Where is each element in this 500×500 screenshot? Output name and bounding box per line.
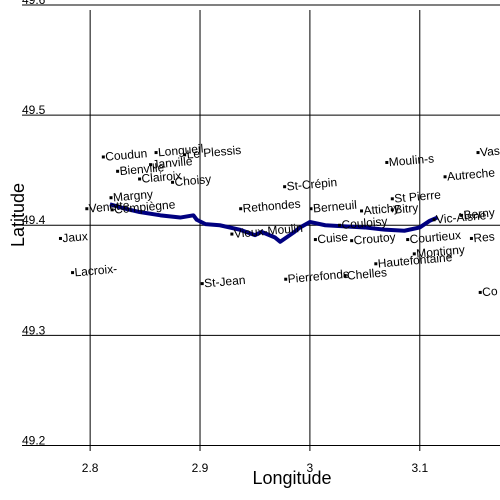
point-label: Rethondes	[242, 197, 301, 216]
point-label: Margny	[112, 187, 153, 204]
y-tick-label: 49.4	[22, 213, 46, 227]
y-tick-label: 49.6	[22, 0, 46, 7]
point-label: Bienville	[119, 160, 165, 178]
point	[101, 155, 105, 159]
point-label: Vieux-Moulin	[233, 221, 303, 241]
point	[469, 236, 473, 240]
point-label: Pierrefonds	[287, 267, 349, 286]
point	[443, 175, 447, 179]
point	[138, 177, 142, 181]
point-label: Montigny	[416, 242, 466, 260]
point-label: Compiègne	[113, 197, 176, 216]
point-label: Le Plessis	[186, 143, 242, 162]
point-label: Autreche	[446, 165, 495, 183]
y-tick-label: 49.5	[22, 103, 46, 117]
y-tick-label: 49.3	[22, 323, 46, 337]
point	[343, 274, 347, 278]
point	[478, 290, 482, 294]
point	[360, 209, 364, 213]
x-axis-label: Longitude	[252, 468, 331, 488]
point	[432, 218, 436, 222]
point-label: Choisy	[174, 172, 212, 189]
point	[230, 232, 234, 236]
point-label: Res	[473, 229, 495, 245]
point	[406, 238, 410, 242]
point	[283, 185, 287, 189]
point	[58, 236, 62, 240]
point	[309, 207, 313, 211]
x-tick-label: 2.8	[82, 461, 99, 475]
point	[350, 239, 354, 243]
point	[412, 252, 416, 256]
point-label: Cuise	[317, 230, 349, 247]
point	[171, 180, 175, 184]
point	[85, 207, 89, 211]
point-label: St Pierre	[394, 188, 442, 206]
y-axis-label: Latitude	[8, 183, 28, 247]
x-tick-label: 2.9	[192, 461, 209, 475]
point-label: Co	[482, 284, 499, 299]
point	[154, 151, 158, 155]
point-label: Longueil	[157, 141, 203, 159]
point-label: Croutoy	[353, 230, 396, 248]
point	[390, 197, 394, 201]
point-label: Bitry	[394, 201, 419, 217]
point-label: Coudun	[105, 146, 148, 164]
point-label: Chelles	[346, 265, 387, 282]
point-label: Lacroix-	[74, 262, 118, 280]
x-tick-label: 3	[307, 461, 314, 475]
point	[313, 238, 317, 242]
point-label: Venette	[88, 198, 130, 216]
point	[239, 207, 243, 211]
point	[374, 262, 378, 266]
point-label: Berneuil	[312, 198, 357, 216]
x-tick-label: 3.1	[411, 461, 428, 475]
point-label: Jaux	[62, 229, 88, 245]
point	[109, 196, 113, 200]
point-label: Attichy	[363, 201, 400, 218]
point	[476, 151, 480, 155]
point-label: St-Crépin	[286, 175, 338, 193]
point-label: Couloisy	[341, 214, 388, 232]
point-label: Janville	[152, 154, 193, 171]
point-label: Hautefontaine	[377, 250, 453, 270]
point	[116, 169, 120, 173]
point	[338, 223, 342, 227]
point	[110, 208, 114, 212]
point	[183, 153, 187, 157]
point	[390, 208, 394, 212]
point-label: Vic-Aisne	[435, 208, 487, 226]
y-tick-label: 49.2	[22, 433, 46, 447]
point-label: Vas	[479, 144, 500, 160]
point	[200, 282, 204, 286]
point	[149, 163, 153, 167]
point-label: Berny	[463, 205, 495, 222]
point-label: St-Jean	[204, 273, 246, 291]
point-label: Courtieux	[409, 228, 461, 246]
point	[385, 160, 389, 164]
point	[71, 271, 75, 275]
point-label: Moulin-s	[388, 151, 434, 169]
river-line	[109, 202, 439, 244]
point	[284, 277, 288, 281]
point	[460, 213, 464, 217]
